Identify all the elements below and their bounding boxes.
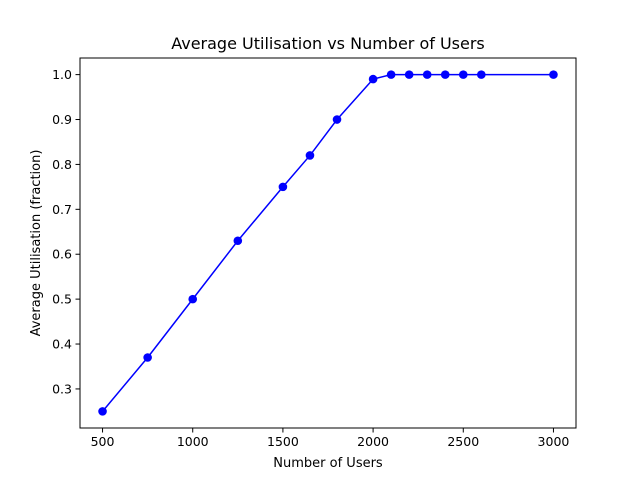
data-point bbox=[233, 236, 243, 246]
data-point bbox=[477, 70, 486, 79]
y-tick-label: 0.8 bbox=[52, 157, 72, 172]
x-tick-label: 2000 bbox=[357, 434, 389, 449]
data-point bbox=[549, 70, 558, 79]
x-tick-label: 1000 bbox=[177, 434, 209, 449]
data-point bbox=[143, 353, 152, 362]
series-layer bbox=[98, 70, 558, 416]
y-tick-label: 0.9 bbox=[52, 112, 72, 127]
y-tick-label: 0.6 bbox=[52, 247, 72, 262]
x-tick-label: 500 bbox=[91, 434, 115, 449]
data-point bbox=[422, 70, 432, 79]
y-tick-label: 0.5 bbox=[52, 292, 72, 307]
x-tick-label: 3000 bbox=[538, 434, 570, 449]
y-tick-label: 0.7 bbox=[52, 202, 72, 217]
plot-area bbox=[80, 58, 576, 428]
y-tick-label: 0.4 bbox=[52, 337, 72, 352]
data-point bbox=[332, 115, 342, 124]
data-point bbox=[98, 407, 107, 416]
y-tick-label: 0.3 bbox=[52, 381, 72, 396]
data-point bbox=[305, 151, 315, 160]
plot-frame bbox=[79, 57, 577, 429]
x-tick-label: 1500 bbox=[267, 434, 299, 449]
data-point bbox=[386, 70, 396, 79]
x-axis-label: Number of Users bbox=[273, 456, 383, 471]
tick-layer: 500 1000 1500 2000 2500 3000 0.3 0.4 0.5 0.6 0.7 0.… bbox=[52, 67, 569, 449]
chart-title: Average Utilisation vs Number of Users bbox=[171, 34, 485, 53]
y-tick-label: 1.0 bbox=[52, 67, 72, 82]
data-point bbox=[458, 70, 468, 79]
data-point bbox=[278, 182, 288, 192]
data-point bbox=[440, 70, 450, 79]
data-point bbox=[368, 74, 378, 84]
data-point bbox=[404, 70, 414, 79]
x-tick-label: 2500 bbox=[447, 434, 479, 449]
y-axis-label: Average Utilisation (fraction) bbox=[29, 150, 44, 337]
data-point bbox=[188, 294, 198, 304]
